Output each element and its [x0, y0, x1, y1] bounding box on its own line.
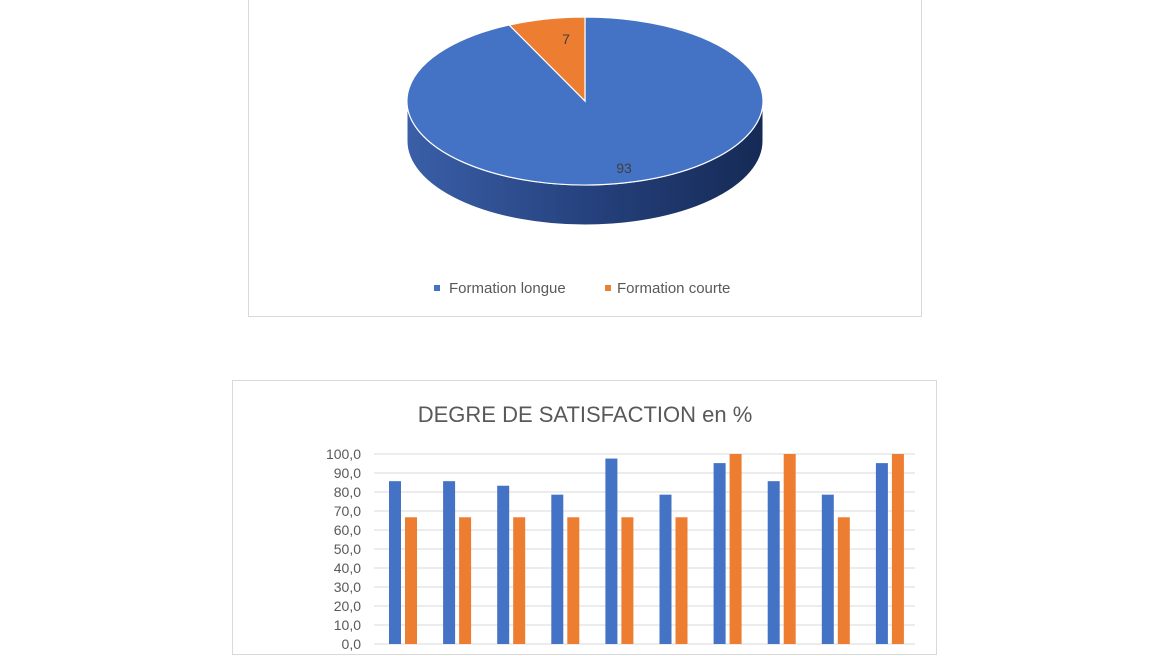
y-tick-label: 0,0 — [342, 636, 362, 652]
bar-series2-3 — [513, 517, 526, 644]
legend-swatch-formation-longue — [434, 285, 440, 291]
y-tick-label: 80,0 — [334, 484, 361, 500]
pie-chart: 93 7 Formation longue Formation courte — [406, 16, 764, 297]
bar-series1-7 — [713, 463, 726, 644]
bar-series2-7 — [729, 454, 742, 644]
y-tick-label: 90,0 — [334, 465, 361, 481]
y-tick-label: 70,0 — [334, 503, 361, 519]
data-label-formation-longue: 93 — [616, 160, 632, 176]
bar-series2-10 — [891, 454, 904, 644]
bar-series1-9 — [821, 494, 834, 644]
pie-legend: Formation longue Formation courte — [434, 280, 730, 297]
pie-slice-formation-courte — [508, 16, 586, 103]
pie-chart-panel: 93 7 Formation longue Formation courte — [248, 0, 922, 317]
y-tick-label: 50,0 — [334, 541, 361, 557]
bar-series2-6 — [675, 517, 688, 644]
pie-slice-formation-longue — [406, 16, 764, 186]
y-tick-label: 40,0 — [334, 560, 361, 576]
bar-series2-2 — [459, 517, 472, 644]
y-tick-label: 20,0 — [334, 598, 361, 614]
y-tick-label: 10,0 — [334, 617, 361, 633]
bar-series2-5 — [621, 517, 634, 644]
bar-series2-4 — [567, 517, 580, 644]
bar-series1-5 — [605, 458, 618, 644]
bar-series1-2 — [443, 481, 456, 644]
bar-series2-9 — [837, 517, 850, 644]
bar-chart: DEGRE DE SATISFACTION en % 100,0 90,0 80,0… — [326, 402, 915, 652]
legend-swatch-formation-courte — [605, 285, 611, 291]
bar-series1-4 — [551, 494, 564, 644]
bar-series1-1 — [389, 481, 401, 644]
bar-series1-3 — [497, 485, 510, 644]
bar-series1-6 — [659, 494, 672, 644]
legend-label-formation-courte: Formation courte — [617, 280, 730, 297]
y-tick-label: 60,0 — [334, 522, 361, 538]
y-tick-label: 30,0 — [334, 579, 361, 595]
legend-label-formation-longue: Formation longue — [449, 280, 566, 297]
bar-series2-1 — [405, 517, 417, 644]
bar-series1-8 — [767, 481, 780, 644]
chart-title: DEGRE DE SATISFACTION en % — [418, 402, 753, 427]
y-tick-label: 100,0 — [326, 446, 361, 462]
bar-chart-panel: DEGRE DE SATISFACTION en % 100,0 90,0 80,0… — [232, 380, 937, 655]
bar-series2-8 — [783, 454, 796, 644]
data-label-formation-courte: 7 — [562, 31, 570, 47]
bar-series1-10 — [875, 463, 888, 644]
